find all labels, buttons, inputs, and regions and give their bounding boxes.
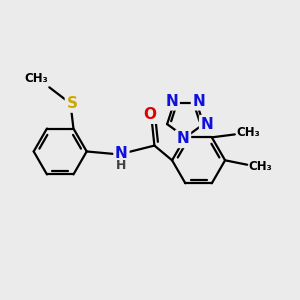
Text: CH₃: CH₃ xyxy=(249,160,272,173)
Text: N: N xyxy=(193,94,205,109)
Text: O: O xyxy=(143,107,157,122)
Text: N: N xyxy=(177,131,189,146)
Text: CH₃: CH₃ xyxy=(236,126,260,140)
Text: N: N xyxy=(115,146,128,161)
Text: N: N xyxy=(165,94,178,109)
Text: H: H xyxy=(116,159,127,172)
Text: S: S xyxy=(67,96,77,111)
Text: N: N xyxy=(201,117,213,132)
Text: CH₃: CH₃ xyxy=(24,72,48,85)
